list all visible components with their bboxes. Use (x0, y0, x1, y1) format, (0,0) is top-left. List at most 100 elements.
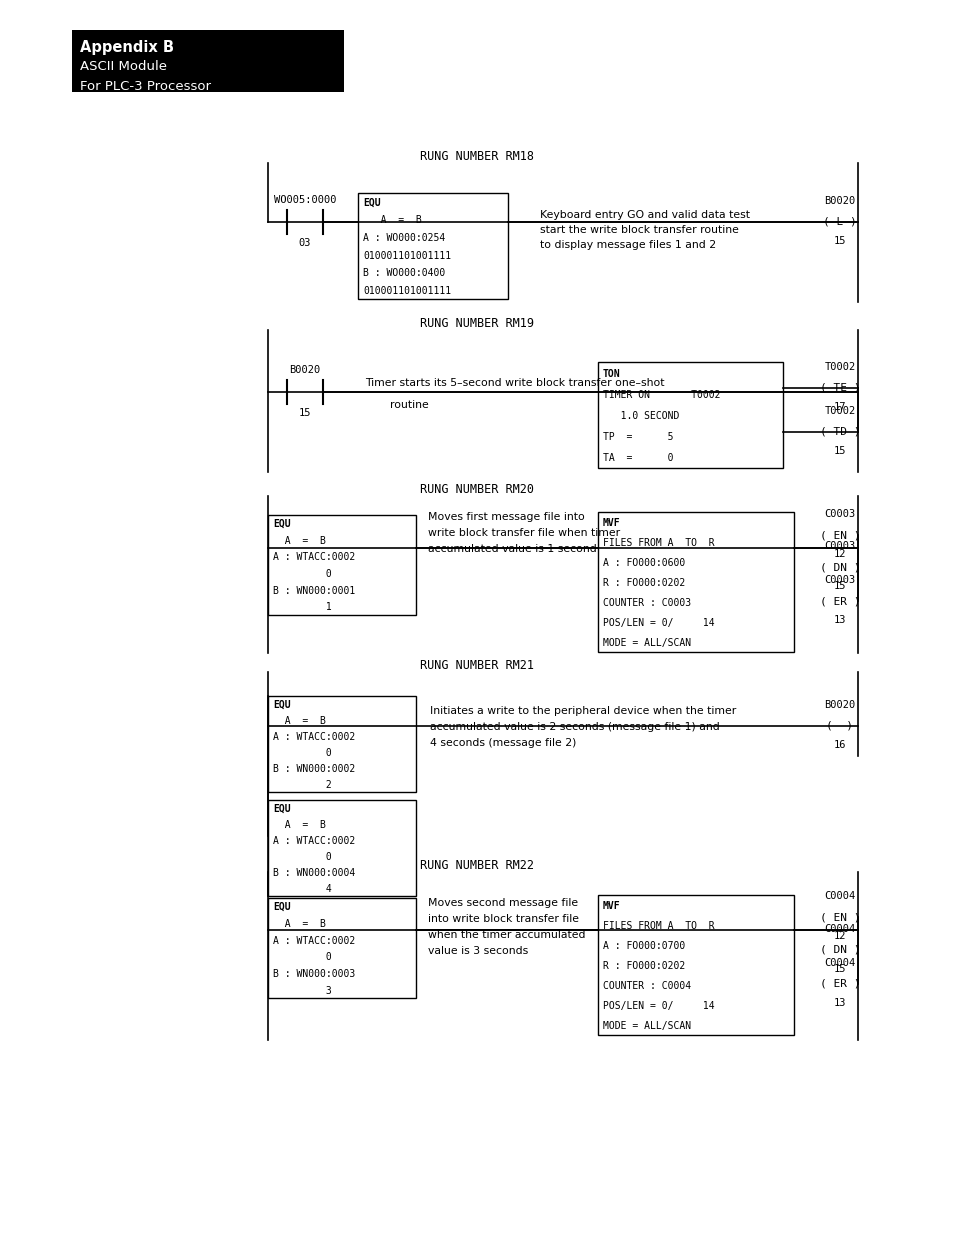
Text: A  =  B: A = B (363, 215, 421, 225)
Text: R : FO000:0202: R : FO000:0202 (602, 961, 684, 971)
Text: ( EN ): ( EN ) (819, 911, 860, 923)
Text: 03: 03 (298, 238, 311, 248)
Text: 1.0 SECOND: 1.0 SECOND (602, 411, 679, 421)
Text: 15: 15 (833, 965, 845, 974)
Text: R : FO000:0202: R : FO000:0202 (602, 578, 684, 588)
Text: Keyboard entry GO and valid data test: Keyboard entry GO and valid data test (539, 210, 749, 220)
Text: MODE = ALL/SCAN: MODE = ALL/SCAN (602, 638, 690, 648)
Text: MVF: MVF (602, 902, 620, 911)
Text: 0: 0 (273, 748, 332, 758)
Text: TON: TON (602, 369, 620, 379)
Text: B : WN000:0004: B : WN000:0004 (273, 868, 355, 878)
Bar (598, 362, 782, 468)
Bar (268, 697, 416, 792)
Text: 3: 3 (273, 986, 332, 995)
Text: RUNG NUMBER RM21: RUNG NUMBER RM21 (419, 659, 534, 672)
Text: EQU: EQU (273, 700, 291, 710)
Text: 12: 12 (833, 550, 845, 559)
Text: value is 3 seconds: value is 3 seconds (428, 946, 528, 956)
Text: to display message files 1 and 2: to display message files 1 and 2 (539, 240, 716, 249)
Text: A : WO000:0254: A : WO000:0254 (363, 233, 445, 243)
Bar (598, 895, 793, 1035)
Text: B0020: B0020 (289, 366, 320, 375)
Text: 13: 13 (833, 998, 845, 1008)
Text: when the timer accumulated: when the timer accumulated (428, 930, 585, 940)
Text: C0003: C0003 (823, 509, 855, 519)
Text: ( EN ): ( EN ) (819, 530, 860, 540)
Text: ( DN ): ( DN ) (819, 945, 860, 955)
Text: ( ER ): ( ER ) (819, 979, 860, 989)
Text: FILES FROM A  TO  R: FILES FROM A TO R (602, 921, 714, 931)
Text: C0004: C0004 (823, 924, 855, 934)
Text: 15: 15 (298, 408, 311, 417)
Text: accumulated value is 2 seconds (message file 1) and: accumulated value is 2 seconds (message … (430, 722, 719, 732)
Text: T0002: T0002 (823, 362, 855, 372)
Text: 16: 16 (833, 740, 845, 750)
Text: A : FO000:0700: A : FO000:0700 (602, 941, 684, 951)
Text: 0: 0 (273, 569, 332, 579)
Text: 4 seconds (message file 2): 4 seconds (message file 2) (430, 739, 576, 748)
Text: WO005:0000: WO005:0000 (274, 195, 335, 205)
Text: RUNG NUMBER RM19: RUNG NUMBER RM19 (419, 317, 534, 330)
Text: MVF: MVF (602, 517, 620, 529)
Text: T0002: T0002 (823, 406, 855, 416)
Text: B : WO000:0400: B : WO000:0400 (363, 268, 445, 278)
Text: EQU: EQU (273, 519, 291, 529)
Text: B : WN000:0003: B : WN000:0003 (273, 968, 355, 979)
Text: ( TE ): ( TE ) (819, 383, 860, 393)
Text: POS/LEN = 0/     14: POS/LEN = 0/ 14 (602, 1002, 714, 1011)
Text: ( L ): ( L ) (822, 217, 856, 227)
Text: (  ): ( ) (825, 721, 853, 731)
Text: Timer starts its 5–second write block transfer one–shot: Timer starts its 5–second write block tr… (365, 378, 664, 388)
Text: B0020: B0020 (823, 196, 855, 206)
Text: A : WTACC:0002: A : WTACC:0002 (273, 732, 355, 742)
Text: 010001101001111: 010001101001111 (363, 287, 451, 296)
Text: 17: 17 (833, 403, 845, 412)
Text: A  =  B: A = B (273, 820, 326, 830)
Text: A  =  B: A = B (273, 536, 326, 546)
Text: C0004: C0004 (823, 890, 855, 902)
Text: POS/LEN = 0/     14: POS/LEN = 0/ 14 (602, 618, 714, 629)
Text: FILES FROM A  TO  R: FILES FROM A TO R (602, 538, 714, 548)
Text: 15: 15 (833, 236, 845, 246)
Text: A  =  B: A = B (273, 716, 326, 726)
Text: 12: 12 (833, 931, 845, 941)
Bar (268, 800, 416, 897)
Text: A  =  B: A = B (273, 919, 326, 929)
Text: C0003: C0003 (823, 541, 855, 551)
Text: 010001101001111: 010001101001111 (363, 251, 451, 261)
Text: COUNTER : C0004: COUNTER : C0004 (602, 981, 690, 990)
Text: B : WN000:0002: B : WN000:0002 (273, 763, 355, 774)
Text: COUNTER : C0003: COUNTER : C0003 (602, 598, 690, 608)
Text: B : WN000:0001: B : WN000:0001 (273, 585, 355, 595)
Text: into write block transfer file: into write block transfer file (428, 914, 578, 924)
Text: Appendix B: Appendix B (80, 40, 173, 56)
Text: 0: 0 (273, 952, 332, 962)
Text: Initiates a write to the peripheral device when the timer: Initiates a write to the peripheral devi… (430, 706, 736, 716)
Text: 15: 15 (833, 446, 845, 456)
Text: Moves first message file into: Moves first message file into (428, 513, 584, 522)
Text: EQU: EQU (273, 902, 291, 913)
Text: ( DN ): ( DN ) (819, 562, 860, 572)
Text: write block transfer file when timer: write block transfer file when timer (428, 529, 619, 538)
Bar (268, 515, 416, 615)
Text: EQU: EQU (363, 198, 380, 207)
Text: RUNG NUMBER RM22: RUNG NUMBER RM22 (419, 860, 534, 872)
Text: 13: 13 (833, 615, 845, 625)
Text: 15: 15 (833, 580, 845, 592)
Text: Moves second message file: Moves second message file (428, 898, 578, 908)
Bar (598, 513, 793, 652)
Text: C0003: C0003 (823, 576, 855, 585)
Text: ( TD ): ( TD ) (819, 427, 860, 437)
Text: RUNG NUMBER RM20: RUNG NUMBER RM20 (419, 483, 534, 496)
Text: A : FO000:0600: A : FO000:0600 (602, 558, 684, 568)
Text: 1: 1 (273, 603, 332, 613)
Bar (71, 30, 344, 91)
Text: ( ER ): ( ER ) (819, 597, 860, 606)
Bar (268, 898, 416, 998)
Text: A : WTACC:0002: A : WTACC:0002 (273, 935, 355, 946)
Text: accumulated value is 1 second: accumulated value is 1 second (428, 543, 597, 555)
Text: MODE = ALL/SCAN: MODE = ALL/SCAN (602, 1021, 690, 1031)
Text: TIMER ON       T0002: TIMER ON T0002 (602, 390, 720, 400)
Text: B0020: B0020 (823, 700, 855, 710)
